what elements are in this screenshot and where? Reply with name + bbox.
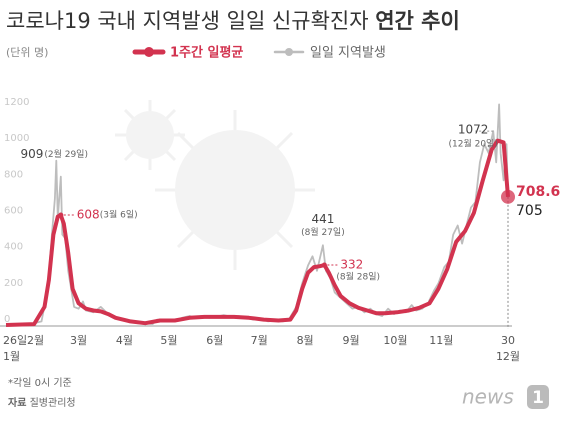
annotation-value: 332 bbox=[340, 257, 363, 271]
x-tick-label: 5월 bbox=[160, 334, 177, 347]
x-tick-label: 26일 bbox=[3, 333, 27, 347]
annotation-value: 705 bbox=[516, 203, 543, 219]
annotation-dot bbox=[321, 262, 327, 268]
logo-text: news bbox=[462, 385, 514, 409]
y-tick-label: 1000 bbox=[4, 133, 29, 144]
x-tick-sublabel: 1월 bbox=[3, 350, 20, 363]
logo: news 1 bbox=[462, 385, 549, 409]
virus-decoration bbox=[115, 100, 315, 270]
x-tick-label: 9월 bbox=[342, 334, 359, 347]
source-name: 질병관리청 bbox=[30, 397, 76, 409]
logo-number: 1 bbox=[532, 388, 544, 408]
logo-box bbox=[527, 385, 549, 409]
x-tick-label: 2월 bbox=[27, 334, 44, 347]
x-tick-label: 6월 bbox=[206, 334, 223, 347]
legend-label: 1주간 일평균 bbox=[170, 45, 243, 61]
y-tick-label: 800 bbox=[4, 169, 23, 180]
annotation-value: 1072 bbox=[458, 123, 489, 137]
annotation-dot bbox=[58, 212, 64, 218]
x-tick-label: 3월 bbox=[70, 334, 87, 347]
annotation-note: (3월 6일) bbox=[100, 209, 138, 221]
annotation-note: (8월 27일) bbox=[301, 226, 345, 238]
x-tick-label: 8월 bbox=[297, 334, 314, 347]
y-tick-label: 0 bbox=[4, 314, 10, 325]
title-main: 코로나19 국내 지역발생 일일 신규확진자 bbox=[6, 9, 369, 33]
source-label: 자료 bbox=[8, 396, 26, 409]
chart-title: 코로나19 국내 지역발생 일일 신규확진자 연간 추이 bbox=[6, 9, 460, 33]
x-tick-label: 4월 bbox=[116, 334, 133, 347]
x-tick-label: 30 bbox=[501, 334, 515, 347]
annotation-note: (2월 29일) bbox=[44, 148, 88, 160]
end-marker bbox=[501, 189, 515, 204]
title-bold: 연간 추이 bbox=[375, 9, 460, 33]
unit-label: (단위 명) bbox=[6, 46, 48, 59]
annotation-note: (8월 28일) bbox=[336, 270, 380, 282]
x-tick-label: 11월 bbox=[429, 334, 453, 347]
legend-dot bbox=[285, 48, 293, 56]
y-tick-label: 1200 bbox=[4, 97, 29, 108]
y-tick-label: 200 bbox=[4, 278, 23, 289]
source: 자료 질병관리청 bbox=[8, 396, 76, 409]
y-tick-label: 600 bbox=[4, 206, 23, 217]
x-tick-label: 7월 bbox=[251, 334, 268, 347]
x-tick-label: 10월 bbox=[383, 334, 407, 347]
annotation-value: 441 bbox=[311, 212, 334, 226]
annotation-value: 708.6 bbox=[516, 184, 560, 200]
legend-label: 일일 지역발생 bbox=[310, 46, 386, 61]
x-tick-sublabel: 12월 bbox=[496, 350, 520, 363]
footnote: *각일 0시 기준 bbox=[8, 377, 72, 389]
annotation-value: 909 bbox=[20, 147, 43, 161]
annotation-value: 608 bbox=[77, 208, 100, 222]
annotation-note: (12월 20일) bbox=[449, 138, 498, 150]
y-tick-label: 400 bbox=[4, 242, 23, 253]
series-line bbox=[5, 138, 510, 327]
legend-dot bbox=[144, 47, 154, 57]
